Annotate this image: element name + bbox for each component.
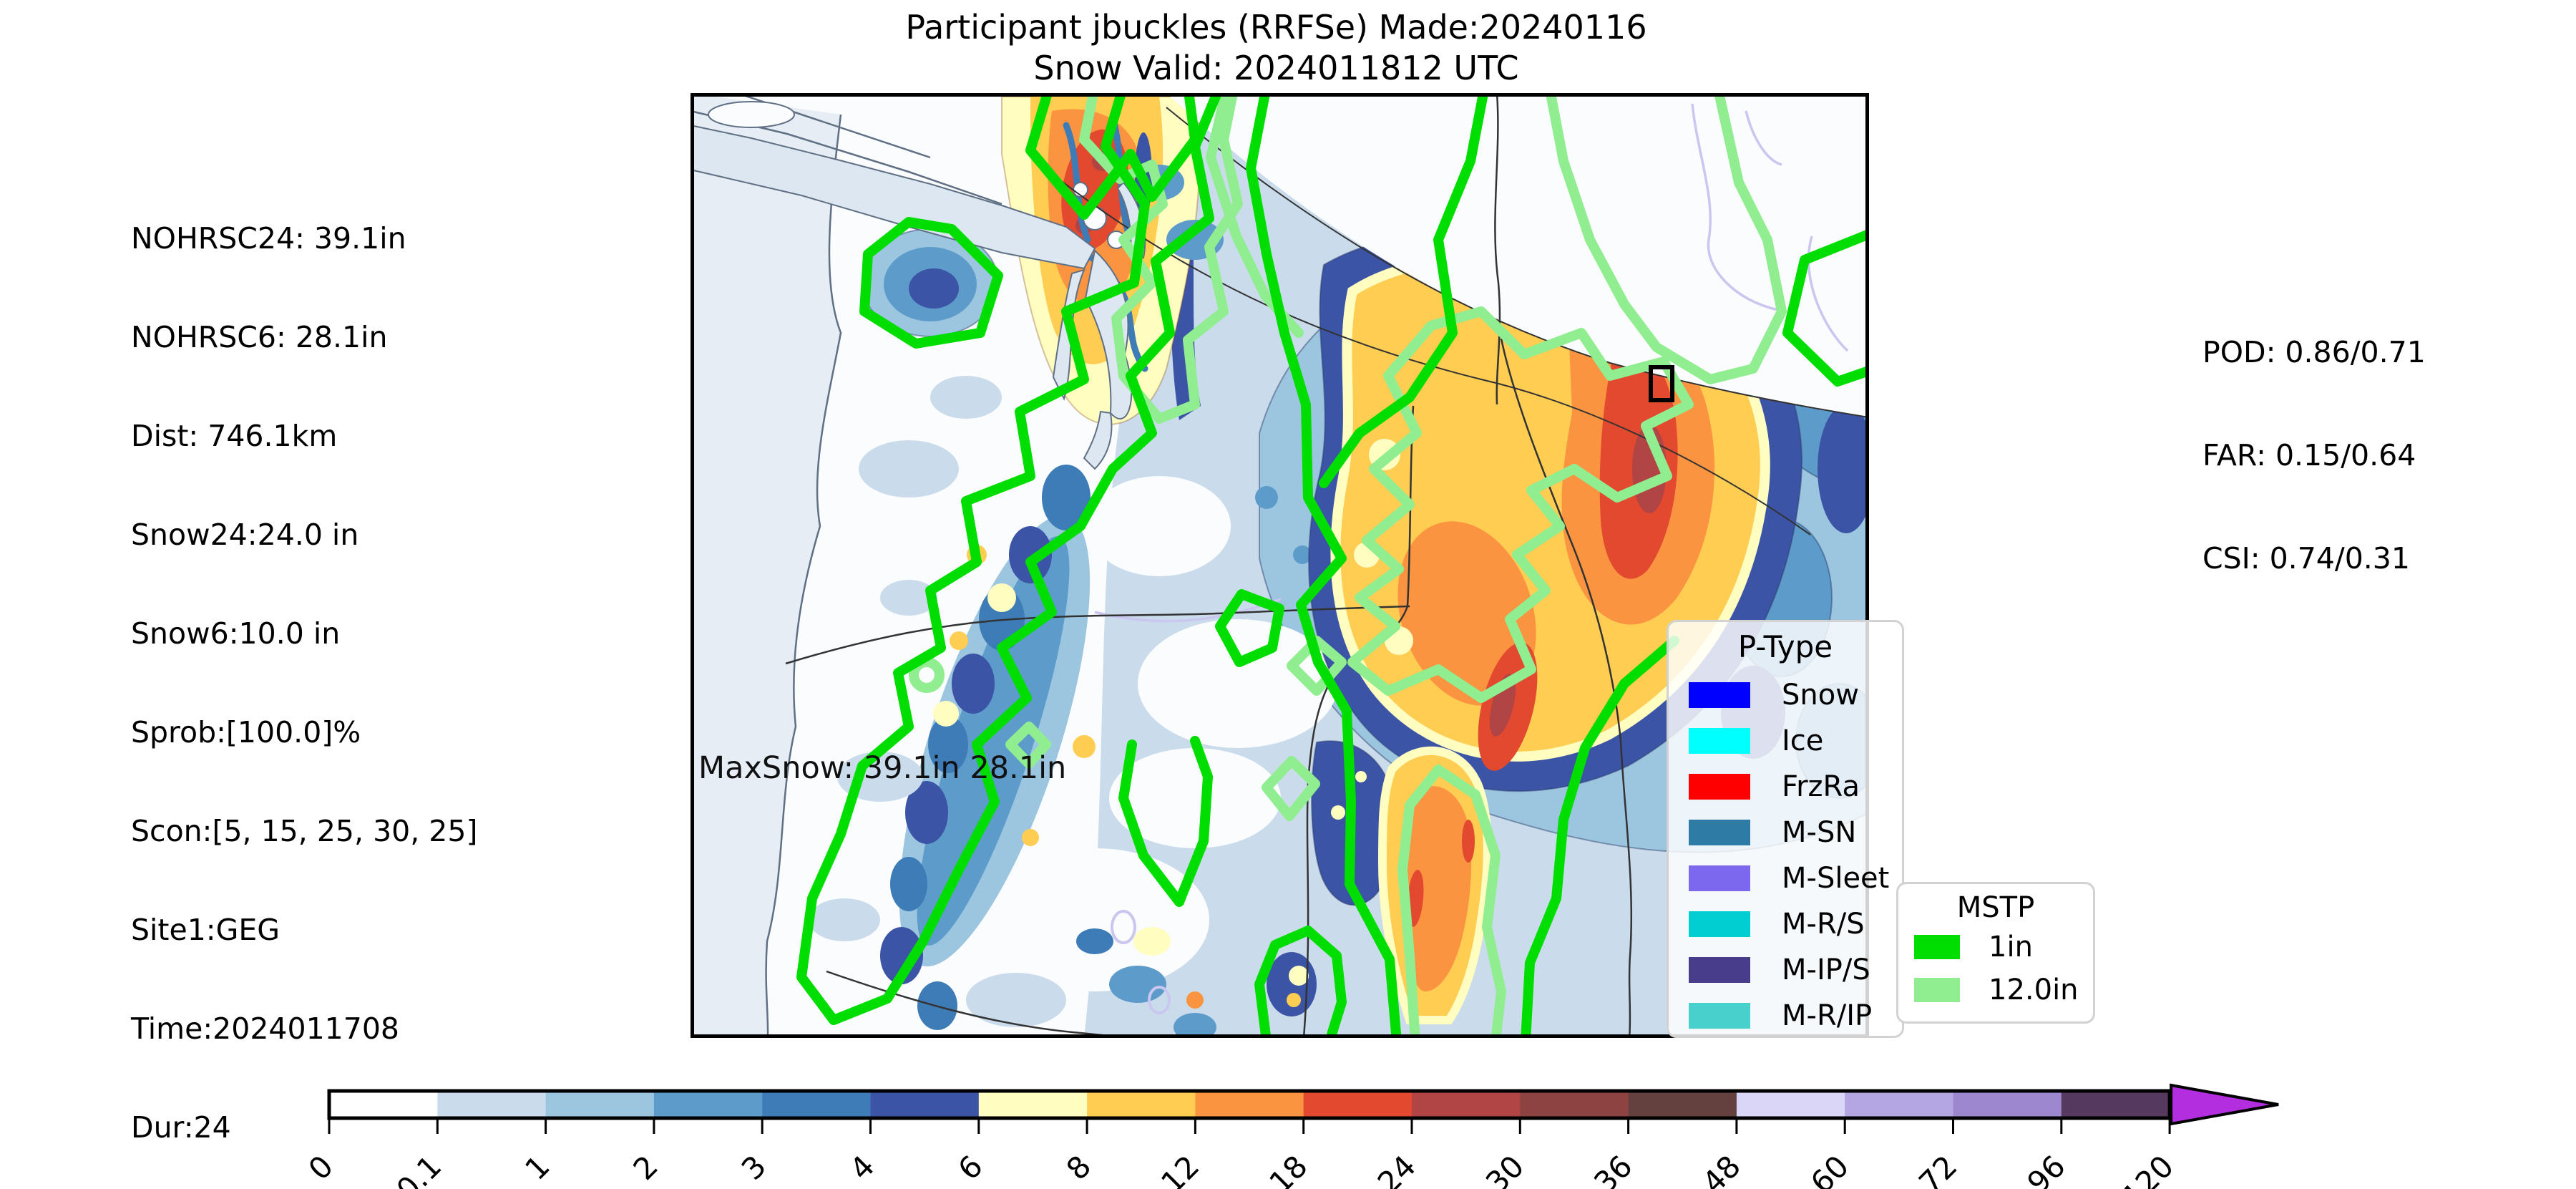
colorbar-segment [762, 1091, 872, 1118]
legend-item-mips: M-IP/S [1689, 953, 1870, 986]
colorbar-tick-label: 120 [2115, 1148, 2180, 1189]
legend-item-mrs: M-R/S [1689, 908, 1865, 941]
colorbar-tick-label: 0.1 [389, 1148, 448, 1189]
stat-line: Dist: 746.1km [131, 419, 338, 453]
legend-item-msleet: M-Sleet [1689, 862, 1889, 895]
colorbar-segment [1412, 1091, 1521, 1118]
stat-line: Time:2024011708 [131, 1011, 400, 1046]
colorbar-tick-label: 0 [302, 1148, 341, 1187]
colorbar-segment [870, 1091, 980, 1118]
stat-line: NOHRSC6: 28.1in [131, 320, 388, 354]
stats-left-block: NOHRSC24: 39.1in NOHRSC6: 28.1in Dist: 7… [131, 156, 477, 1189]
colorbar-tick-label: 2 [626, 1148, 665, 1187]
colorbar-segment [2061, 1091, 2171, 1118]
snow-swatch [1689, 682, 1750, 708]
frzra-swatch [1689, 774, 1750, 800]
legend-item-snow: Snow [1689, 679, 1859, 712]
snowfall-colorbar: 0 0.1 1 2 3 4 6 8 12 18 24 30 36 48 60 72 96 120 [302, 1083, 2279, 1189]
colorbar-segment [1736, 1091, 1846, 1118]
colorbar-segment [545, 1091, 655, 1118]
colorbar-segment [1303, 1091, 1413, 1118]
colorbar-tick-label: 96 [2020, 1148, 2072, 1189]
stat-line: NOHRSC24: 39.1in [131, 221, 406, 256]
mstp-12in-swatch [1914, 978, 1960, 1002]
legend-item-frzra: FrzRa [1689, 770, 1860, 803]
river-lines [1094, 103, 1849, 1014]
legend-item-ice: Ice [1689, 724, 1823, 757]
colorbar-tick-label: 6 [951, 1148, 990, 1187]
mrs-swatch [1689, 911, 1750, 937]
colorbar-segment [1520, 1091, 1629, 1118]
colorbar-tick-label: 12 [1154, 1148, 1206, 1189]
legend-item-mrip: M-R/IP [1689, 999, 1872, 1032]
figure-title: Participant jbuckles (RRFSe) Made:202401… [691, 7, 1862, 89]
title-line-1: Participant jbuckles (RRFSe) Made:202401… [905, 8, 1647, 47]
colorbar-outline [327, 1089, 2172, 1120]
ice-swatch [1689, 728, 1750, 754]
msn-swatch [1689, 820, 1750, 845]
colorbar-extend-arrow [2170, 1083, 2279, 1126]
colorbar-tick-label: 24 [1371, 1148, 1423, 1189]
ptype-legend: P-Type Snow Ice FrzRa M-SN M-Sleet M-R/S… [1667, 620, 1904, 1038]
site-marker [1649, 365, 1674, 402]
stat-line: Snow6:10.0 in [131, 616, 341, 651]
colorbar-tick-label: 72 [1912, 1148, 1963, 1189]
maxsnow-annotation: MaxSnow: 39.1in 28.1in [698, 750, 1066, 786]
legend-item-mstp-12in: 12.0in [1914, 974, 2079, 1006]
mstp-legend: MSTP 1in 12.0in [1896, 882, 2095, 1024]
colorbar-tick-label: 3 [735, 1148, 774, 1187]
legend-item-mstp-1in: 1in [1914, 931, 2033, 964]
colorbar-segment [1195, 1091, 1304, 1118]
colorbar-tick-label: 30 [1479, 1148, 1531, 1189]
water-layer [694, 97, 1146, 1034]
mrip-swatch [1689, 1003, 1750, 1029]
stat-line: Site1:GEG [131, 913, 280, 947]
stat-line: Scon:[5, 15, 25, 30, 25] [131, 814, 478, 848]
colorbar-tick-label: 1 [518, 1148, 557, 1187]
legend-item-msn: M-SN [1689, 816, 1856, 849]
stat-line: Snow24:24.0 in [131, 518, 359, 552]
colorbar-tick-label: 48 [1696, 1148, 1747, 1189]
mstp-1in-contours [796, 97, 1865, 1034]
colorbar-segment [1628, 1091, 1738, 1118]
colorbar-segment [978, 1091, 1088, 1118]
colorbar-tick-label: 36 [1587, 1148, 1639, 1189]
mips-swatch [1689, 957, 1750, 983]
stat-line: Sprob:[100.0]% [131, 715, 361, 749]
colorbar-segment [1845, 1091, 1954, 1118]
mstp-1in-swatch [1914, 935, 1960, 959]
border-lines [785, 97, 1865, 1034]
ptype-legend-title: P-Type [1737, 629, 1833, 664]
stat-line: Dur:24 [131, 1110, 231, 1145]
colorbar-tick-label: 18 [1262, 1148, 1314, 1189]
stat-line-csi: CSI: 0.74/0.31 [2202, 541, 2410, 576]
colorbar-segment [653, 1091, 763, 1118]
colorbar-segment [1087, 1091, 1196, 1118]
colorbar-segment [437, 1091, 547, 1118]
colorbar-tick-label: 8 [1060, 1148, 1098, 1187]
stat-line-far: FAR: 0.15/0.64 [2202, 438, 2416, 472]
stat-line-pod: POD: 0.86/0.71 [2202, 335, 2426, 369]
msleet-swatch [1689, 865, 1750, 891]
colorbar-tick-label: 60 [1804, 1148, 1855, 1189]
title-line-2: Snow Valid: 2024011812 UTC [1033, 49, 1519, 87]
colorbar-tick-label: 4 [843, 1148, 882, 1187]
mstp-legend-title: MSTP [1956, 891, 2035, 924]
colorbar-segment [1953, 1091, 2062, 1118]
colorbar-segment [329, 1091, 439, 1118]
verification-stats-block: POD: 0.86/0.71 FAR: 0.15/0.64 CSI: 0.74/… [2202, 266, 2426, 644]
